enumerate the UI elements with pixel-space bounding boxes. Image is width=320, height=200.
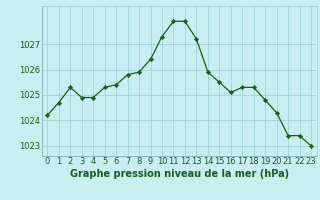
X-axis label: Graphe pression niveau de la mer (hPa): Graphe pression niveau de la mer (hPa) <box>70 169 289 179</box>
